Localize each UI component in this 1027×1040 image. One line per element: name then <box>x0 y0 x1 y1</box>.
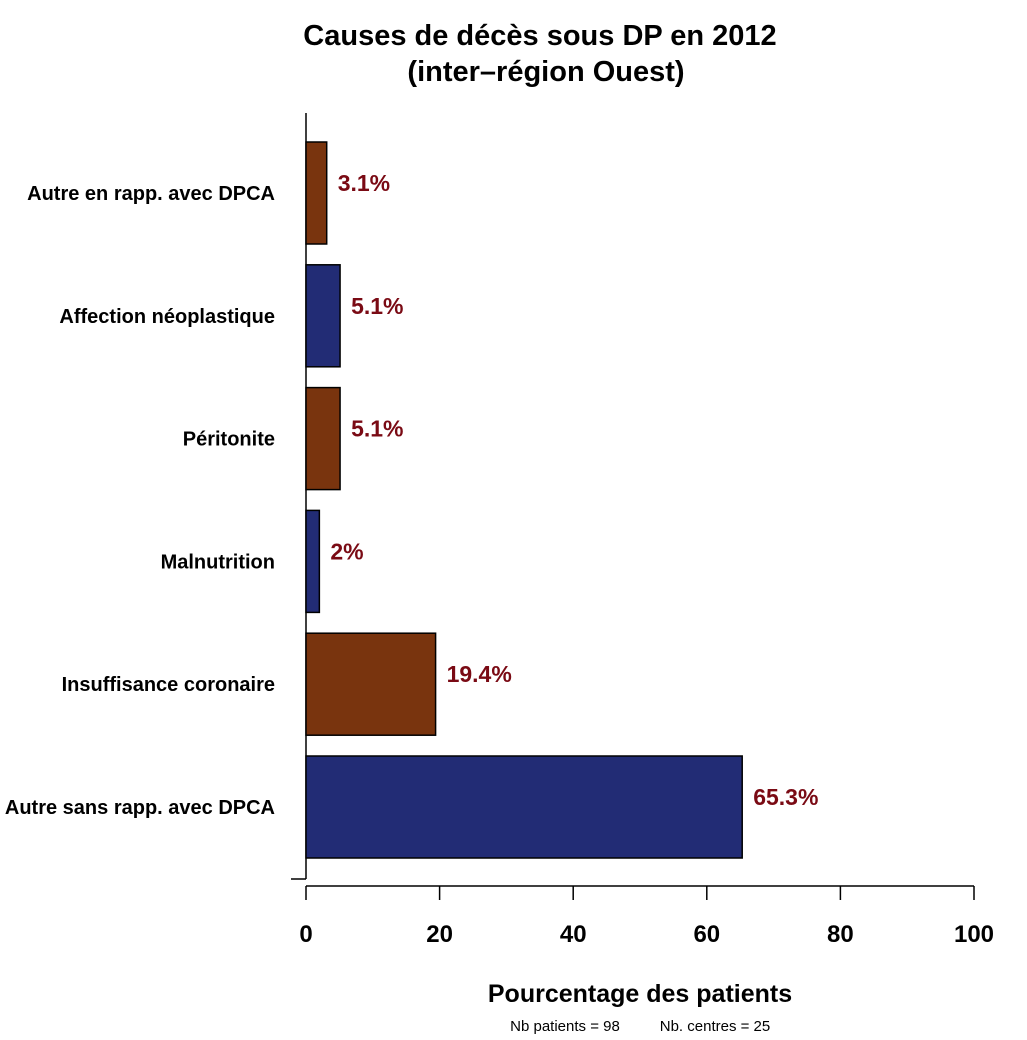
bar <box>305 509 321 614</box>
x-tick-label: 80 <box>827 921 854 948</box>
category-label: Affection néoplastique <box>59 306 275 328</box>
category-label: Péritonite <box>183 429 275 451</box>
x-axis-label: Pourcentage des patients <box>488 980 792 1008</box>
category-label: Autre sans rapp. avec DPCA <box>5 797 275 819</box>
x-tick-label: 0 <box>299 921 312 948</box>
chart-title-line1: Causes de décès sous DP en 2012 <box>303 20 776 52</box>
bar <box>305 264 341 368</box>
bar <box>305 632 437 736</box>
data-label: 19.4% <box>447 661 512 687</box>
category-label: Autre en rapp. avec DPCA <box>27 183 275 205</box>
bar <box>305 386 341 491</box>
footnote-patients: Nb patients = 98 <box>510 1018 620 1035</box>
x-tick-label: 100 <box>954 921 994 948</box>
category-label: Insuffisance coronaire <box>62 674 275 696</box>
data-label: 65.3% <box>753 784 818 810</box>
footnote-centres: Nb. centres = 25 <box>660 1018 770 1035</box>
category-label: Malnutrition <box>161 551 275 573</box>
data-label: 2% <box>330 538 363 564</box>
value-labels-group: 3.1% 5.1% 5.1% 2% 19.4% 65.3% <box>330 170 818 810</box>
x-tick-label: 60 <box>693 921 720 948</box>
bar <box>305 755 743 859</box>
chart-title-line2: (inter–région Ouest) <box>407 56 684 88</box>
data-label: 5.1% <box>351 416 403 442</box>
x-tick-label: 40 <box>560 921 587 948</box>
category-labels-group: Autre en rapp. avec DPCA Affection néopla… <box>5 183 275 819</box>
bar <box>305 141 328 245</box>
bars-group <box>305 141 743 859</box>
x-axis: 0 20 40 60 80 100 <box>299 885 994 948</box>
x-tick-label: 20 <box>426 921 453 948</box>
data-label: 5.1% <box>351 293 403 319</box>
data-label: 3.1% <box>338 170 390 196</box>
